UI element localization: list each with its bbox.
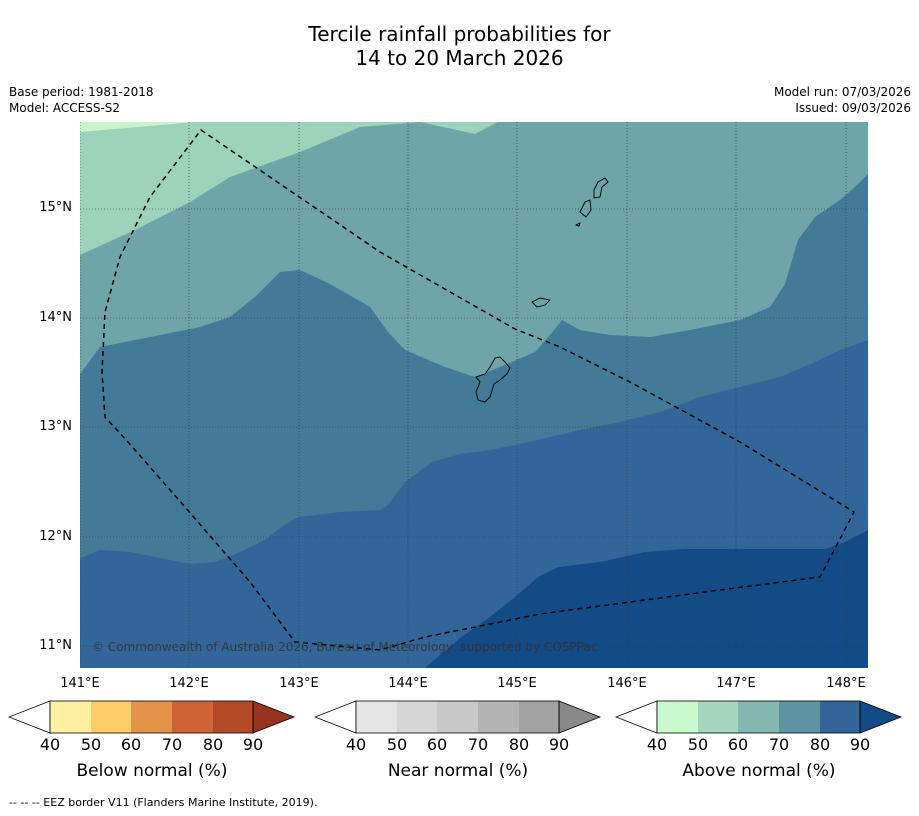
band-above-90 — [425, 530, 868, 668]
lon-label-142: 142°E — [169, 676, 209, 691]
colorbar-above-tick-50: 50 — [687, 735, 709, 754]
colorbar-near-tick-60: 60 — [426, 735, 448, 754]
colorbar-below-over-frame — [252, 700, 296, 734]
map-svg — [80, 122, 868, 668]
colorbar-near-seg-1 — [356, 701, 397, 733]
colorbar-near-seg-4 — [478, 701, 519, 733]
colorbar-above-over-arrow — [860, 701, 901, 733]
issued-date: Issued: 09/03/2026 — [795, 101, 911, 115]
colorbar-above-over-frame — [859, 700, 903, 734]
colorbar-near-tick-70: 70 — [467, 735, 489, 754]
colorbar-below-tick-60: 60 — [120, 735, 142, 754]
lat-label-13: 13°N — [39, 419, 72, 434]
island-rota — [531, 297, 551, 308]
colorbar-above-title: Above normal (%) — [682, 761, 836, 781]
colorbar-above-seg-4 — [779, 701, 820, 733]
colorbar-above-seg-2 — [698, 701, 738, 733]
model-run: Model run: 07/03/2026 — [773, 85, 911, 99]
colorbar-below — [7, 700, 296, 738]
colorbar-below-tick-40: 40 — [39, 735, 61, 754]
chart-title: Tercile rainfall probabilities for 14 to… — [0, 22, 919, 70]
colorbar-near-tick-90: 90 — [548, 735, 570, 754]
title-line-2: 14 to 20 March 2026 — [355, 46, 564, 70]
lat-label-15: 15°N — [39, 200, 72, 215]
lon-label-141: 141°E — [60, 676, 100, 691]
model-name: Model: ACCESS-S2 — [9, 101, 121, 115]
colorbar-below-seg-5 — [213, 701, 253, 733]
lat-label-11: 11°N — [39, 638, 72, 653]
colorbar-above-seg-1 — [657, 701, 698, 733]
colorbar-below-seg-2 — [91, 701, 131, 733]
colorbar-below-tick-50: 50 — [80, 735, 102, 754]
lon-label-144: 144°E — [388, 676, 428, 691]
lon-label-147: 147°E — [716, 676, 756, 691]
colorbar-near-seg-5 — [519, 701, 559, 733]
island-tinian — [579, 199, 592, 218]
meta-left: Base period: 1981-2018 Model: ACCESS-S2 — [9, 84, 154, 116]
colorbar-above-under-arrow — [614, 700, 658, 734]
lon-label-145: 145°E — [497, 676, 537, 691]
colorbar-below-svg — [7, 700, 296, 734]
lon-label-146: 146°E — [607, 676, 647, 691]
map-panel: © Commonwealth of Australia 2026, Bureau… — [80, 122, 868, 668]
lat-label-12: 12°N — [39, 529, 72, 544]
island-guam — [475, 356, 511, 403]
lat-label-14: 14°N — [39, 310, 72, 325]
colorbar-below-under-arrow — [7, 700, 51, 734]
colorbar-above-tick-80: 80 — [809, 735, 831, 754]
colorbar-near-tick-40: 40 — [345, 735, 367, 754]
eez-border — [101, 128, 855, 651]
colorbar-below-tick-90: 90 — [242, 735, 264, 754]
colorbar-near — [313, 700, 602, 738]
colorbar-above-seg-3 — [738, 701, 779, 733]
colorbar-above-tick-90: 90 — [849, 735, 871, 754]
islands — [475, 177, 609, 403]
lon-label-143: 143°E — [279, 676, 319, 691]
base-period: Base period: 1981-2018 — [9, 85, 154, 99]
colorbar-near-title: Near normal (%) — [387, 761, 529, 781]
meta-right: Model run: 07/03/2026 Issued: 09/03/2026 — [774, 84, 911, 116]
copyright-notice: © Commonwealth of Australia 2026, Bureau… — [92, 640, 598, 654]
colorbar-near-svg — [313, 700, 602, 734]
colorbar-near-tick-50: 50 — [386, 735, 408, 754]
colorbar-near-under-arrow — [313, 700, 357, 734]
colorbar-near-tick-80: 80 — [508, 735, 530, 754]
colorbar-near-seg-2 — [397, 701, 437, 733]
band-above-50 — [80, 122, 498, 255]
colorbar-below-seg-1 — [50, 701, 91, 733]
colorbar-below-tick-80: 80 — [202, 735, 224, 754]
island-saipan — [593, 177, 609, 199]
colorbar-above-tick-60: 60 — [727, 735, 749, 754]
colorbar-below-tick-70: 70 — [161, 735, 183, 754]
eez-footnote: -- -- -- EEZ border V11 (Flanders Marine… — [9, 796, 318, 809]
colorbar-near-seg-3 — [437, 701, 478, 733]
lon-label-148: 148°E — [826, 676, 866, 691]
colorbar-below-seg-3 — [131, 701, 172, 733]
colorbar-below-title: Below normal (%) — [76, 761, 228, 781]
colorbar-below-seg-4 — [172, 701, 213, 733]
colorbar-above-svg — [614, 700, 903, 734]
title-line-1: Tercile rainfall probabilities for — [308, 22, 611, 46]
colorbar-below-over-arrow — [253, 701, 294, 733]
colorbar-near-over-arrow — [559, 701, 600, 733]
colorbar-near-over-frame — [558, 700, 602, 734]
island-aguijan — [574, 222, 581, 227]
colorbar-above-tick-70: 70 — [768, 735, 790, 754]
colorbar-above-tick-40: 40 — [646, 735, 668, 754]
gridlines — [80, 122, 868, 668]
colorbar-above — [614, 700, 903, 738]
band-above-40 — [80, 122, 195, 132]
colorbar-above-seg-5 — [820, 701, 860, 733]
